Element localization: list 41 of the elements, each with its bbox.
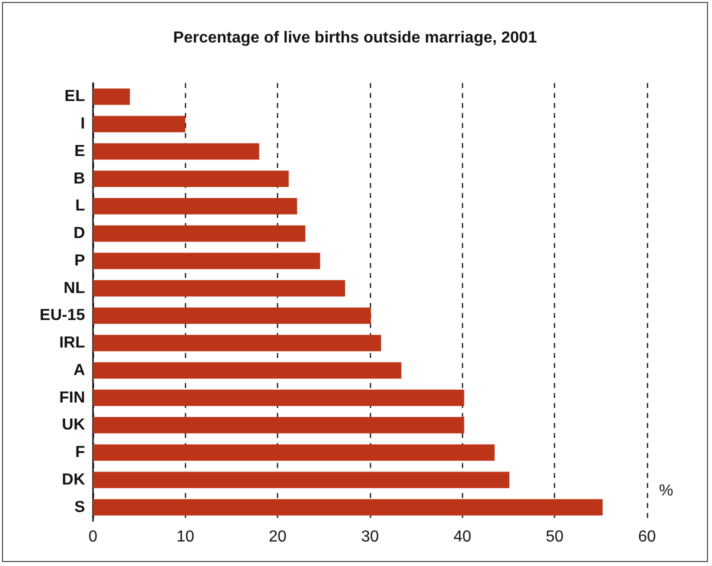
bar: [93, 390, 464, 406]
bar: [93, 198, 298, 214]
y-tick-label: P: [74, 252, 86, 270]
x-tick-label: 60: [638, 528, 656, 546]
bar: [93, 499, 603, 516]
x-tick-label: 10: [176, 528, 194, 546]
y-tick-label: EL: [64, 88, 86, 106]
y-tick-label: I: [80, 116, 85, 133]
bar: [93, 88, 130, 105]
y-tick-label: FIN: [59, 389, 85, 406]
bar: [93, 416, 464, 434]
chart-title: Percentage of live births outside marriage, 2001: [173, 30, 537, 46]
y-tick-label: EU-15: [40, 307, 86, 324]
y-tick-label: E: [74, 142, 86, 160]
bar: [93, 252, 320, 270]
y-tick-label: S: [74, 498, 86, 516]
y-tick-label: F: [75, 444, 86, 462]
bar: [93, 116, 186, 132]
y-tick-label: NL: [64, 280, 86, 297]
bar: [93, 444, 495, 461]
y-tick-label: B: [73, 170, 85, 188]
y-tick-label: DK: [62, 471, 86, 488]
x-axis-title: %: [659, 482, 674, 500]
y-tick-label: L: [75, 198, 86, 215]
x-tick-label: 0: [88, 528, 98, 546]
bar: [93, 334, 382, 352]
bar: [93, 225, 306, 242]
y-tick-label: IRL: [59, 334, 86, 352]
x-tick-label: 20: [268, 528, 287, 546]
y-tick-label: A: [73, 362, 86, 379]
bar: [93, 280, 346, 297]
bar: [93, 362, 402, 379]
bar: [93, 143, 260, 160]
x-tick-label: 40: [453, 528, 472, 546]
x-tick-label: 30: [361, 528, 379, 546]
bar: [93, 170, 289, 188]
x-tick-label: 50: [546, 528, 564, 546]
bar: [93, 307, 371, 324]
y-tick-label: D: [73, 225, 85, 242]
bar: [93, 472, 510, 488]
y-tick-label: UK: [62, 416, 86, 434]
